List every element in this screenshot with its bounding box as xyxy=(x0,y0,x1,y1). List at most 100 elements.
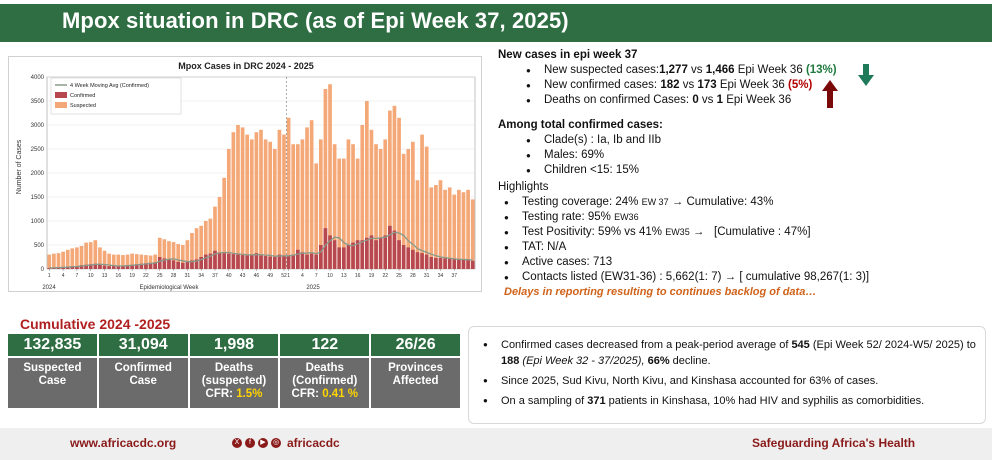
y-tick-label: 1000 xyxy=(31,219,45,225)
bar-suspected xyxy=(309,120,314,269)
bar-suspected xyxy=(434,185,438,269)
bar-suspected xyxy=(47,254,52,269)
bar-suspected xyxy=(134,254,139,269)
bar-suspected xyxy=(305,127,309,270)
instagram-icon[interactable]: ◎ xyxy=(271,438,281,448)
bar-suspected xyxy=(61,251,65,269)
bar-suspected xyxy=(461,192,466,269)
bar-confirmed xyxy=(337,247,342,269)
bar-suspected xyxy=(231,132,236,269)
bar-suspected xyxy=(323,89,328,269)
chart-legend: 4 Week Moving Avg (Confirmed) Confirmed … xyxy=(50,77,182,115)
bar-confirmed xyxy=(65,266,70,269)
key-notes: Confirmed cases decreased from a peak-pe… xyxy=(468,326,986,424)
chart-title: Mpox Cases in DRC 2024 - 2025 xyxy=(178,61,314,71)
cumulative-provinces: 26/26 Provinces Affected xyxy=(371,334,460,408)
bar-suspected xyxy=(466,189,470,269)
children-item: Children <15: 15% xyxy=(498,163,988,178)
test-positivity-item: Test Positivity: 59% vs 41% EW35 → [Cumu… xyxy=(498,225,988,240)
bar-suspected xyxy=(208,218,213,269)
bar-suspected xyxy=(254,132,259,269)
bar-confirmed xyxy=(323,228,328,269)
bar-suspected xyxy=(268,141,273,269)
bar-suspected xyxy=(369,129,374,269)
bar-suspected xyxy=(291,144,296,269)
bar-suspected xyxy=(88,242,93,269)
bar-confirmed xyxy=(291,254,296,269)
bar-confirmed xyxy=(388,225,392,269)
bar-confirmed xyxy=(466,260,470,269)
bar-confirmed xyxy=(420,253,424,269)
bar-suspected xyxy=(56,253,61,269)
bar-suspected xyxy=(351,144,355,269)
social-handle[interactable]: africacdc xyxy=(287,436,340,450)
x-tick-label: 10 xyxy=(327,273,333,279)
x-icon[interactable]: X xyxy=(232,438,242,448)
bar-confirmed xyxy=(401,245,406,269)
x-tick-label: 7 xyxy=(315,273,318,279)
bar-confirmed xyxy=(125,265,130,269)
bar-confirmed xyxy=(443,258,447,269)
bar-suspected xyxy=(424,146,429,269)
x-tick-label: 10 xyxy=(88,273,94,279)
bar-suspected xyxy=(167,241,171,269)
bar-suspected xyxy=(213,206,217,269)
cumulative-deaths-confirmed: 122 Deaths (Confirmed) CFR: 0.41 % xyxy=(280,334,370,408)
bar-suspected xyxy=(328,84,332,269)
bar-suspected xyxy=(314,163,319,269)
x-tick-label: 52 xyxy=(281,273,287,279)
facebook-icon[interactable]: f xyxy=(245,438,255,448)
bar-suspected xyxy=(185,240,190,269)
bar-confirmed xyxy=(452,259,457,269)
bar-suspected xyxy=(190,233,194,269)
bar-confirmed xyxy=(411,249,415,269)
header-bar xyxy=(0,4,992,42)
x-tick-label: 25 xyxy=(396,273,402,279)
cumulative-title: Cumulative 2024 -2025 xyxy=(20,316,171,332)
bar-confirmed xyxy=(70,266,75,269)
x-tick-label: 25 xyxy=(157,273,163,279)
bar-suspected xyxy=(162,239,167,269)
legend-label-confirmed: Confirmed xyxy=(70,93,95,99)
legend-swatch-suspected xyxy=(55,102,67,108)
chart-svg: Mpox Cases in DRC 2024 - 2025 Number of … xyxy=(16,61,476,291)
bar-suspected xyxy=(139,254,144,269)
active-cases-item: Active cases: 713 xyxy=(498,255,988,270)
bar-confirmed xyxy=(102,265,107,269)
bar-confirmed xyxy=(47,268,52,269)
bar-confirmed xyxy=(397,240,401,269)
bar-suspected xyxy=(144,255,148,269)
cumulative-value: 132,835 xyxy=(8,334,97,356)
cumulative-suspected: 132,835 Suspected Case xyxy=(8,334,97,408)
x-tick-label: 1 xyxy=(287,273,290,279)
contacts-item: Contacts listed (EW31-36) : 5,662(1: 7) … xyxy=(498,270,988,285)
bar-confirmed xyxy=(355,240,360,269)
bar-confirmed xyxy=(314,254,319,269)
bar-confirmed xyxy=(203,254,208,269)
bar-suspected xyxy=(277,129,282,269)
x-tick-label: 4 xyxy=(62,273,65,279)
bar-suspected xyxy=(415,180,420,269)
bar-suspected xyxy=(217,197,222,269)
year-label-2025: 2025 xyxy=(306,285,320,291)
website-link[interactable]: www.africacdc.org xyxy=(70,436,177,450)
bar-suspected xyxy=(295,144,300,269)
bar-confirmed xyxy=(470,260,475,269)
x-tick-label: 13 xyxy=(102,273,108,279)
youtube-icon[interactable]: ▶ xyxy=(258,438,268,448)
bar-suspected xyxy=(180,245,185,269)
bar-confirmed xyxy=(208,253,213,269)
bar-suspected xyxy=(282,134,286,269)
moving-avg-line xyxy=(49,231,473,269)
cumulative-value: 26/26 xyxy=(371,334,460,356)
bar-confirmed xyxy=(341,247,346,269)
x-tick-label: 31 xyxy=(424,273,430,279)
bar-confirmed xyxy=(222,253,227,269)
x-tick-label: 19 xyxy=(369,273,375,279)
bar-confirmed xyxy=(79,265,84,269)
bar-confirmed xyxy=(213,250,217,269)
x-tick-label: 16 xyxy=(116,273,122,279)
arrow-up-icon xyxy=(822,80,838,108)
testing-rate-item: Testing rate: 95% EW36 xyxy=(498,210,988,225)
bar-suspected xyxy=(222,177,227,269)
